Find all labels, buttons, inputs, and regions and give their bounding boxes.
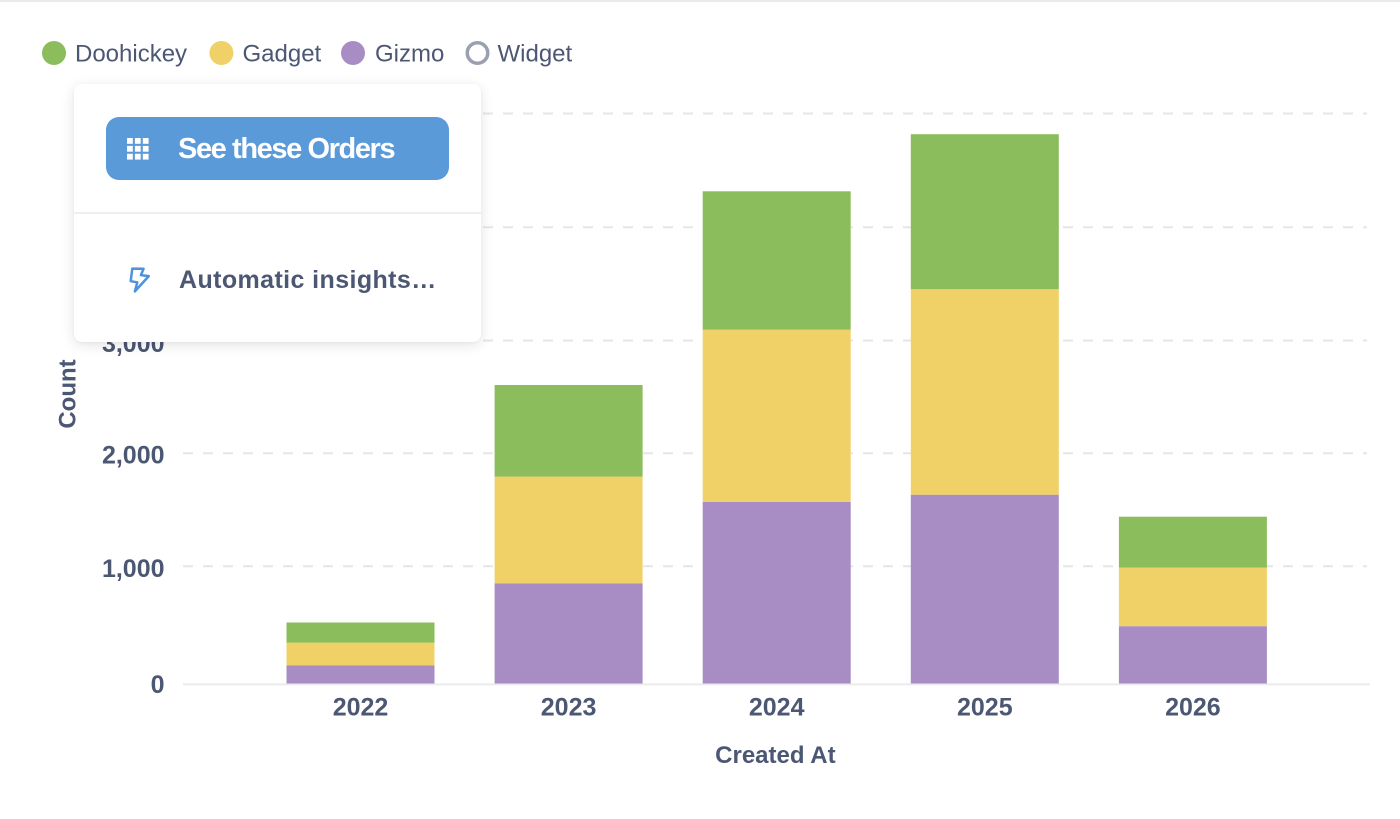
svg-text:Count: Count (55, 359, 82, 428)
svg-text:2022: 2022 (333, 693, 389, 721)
svg-text:2024: 2024 (749, 693, 805, 721)
svg-text:Gizmo: Gizmo (375, 41, 444, 68)
svg-text:0: 0 (151, 671, 165, 699)
svg-text:Gadget: Gadget (243, 41, 322, 68)
svg-text:2023: 2023 (541, 693, 597, 721)
svg-text:Widget: Widget (498, 41, 573, 68)
svg-text:2,000: 2,000 (102, 441, 165, 469)
svg-text:Created At: Created At (715, 742, 835, 769)
svg-text:Doohickey: Doohickey (75, 41, 187, 68)
svg-text:2026: 2026 (1165, 693, 1221, 721)
svg-text:1,000: 1,000 (102, 555, 165, 583)
svg-text:2025: 2025 (957, 693, 1013, 721)
